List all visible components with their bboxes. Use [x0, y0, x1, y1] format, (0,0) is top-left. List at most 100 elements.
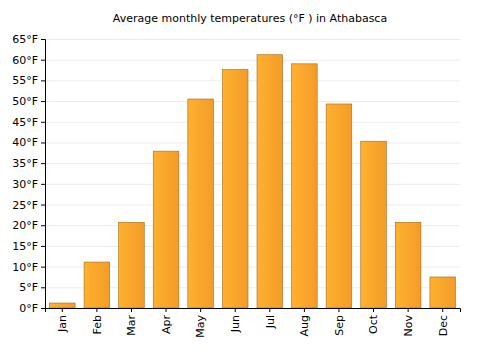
y-tick-mark	[41, 225, 45, 226]
x-tick: Sep	[333, 308, 346, 336]
bar	[326, 104, 352, 308]
x-tick-label: May	[194, 315, 207, 338]
bar	[119, 222, 145, 308]
y-tick: 60°F	[12, 54, 45, 67]
x-tick-mark	[235, 308, 236, 312]
y-tick-mark	[41, 122, 45, 123]
x-tick-mark	[96, 308, 97, 312]
y-tick: 35°F	[12, 157, 45, 170]
x-tick-label: Dec	[437, 315, 450, 336]
x-tick-mark	[373, 308, 374, 312]
x-tick-label: Oct	[367, 314, 380, 334]
x-tick: Jul	[264, 308, 277, 329]
bar	[49, 303, 75, 308]
x-tick-mark	[269, 308, 270, 312]
y-tick-label: 50°F	[12, 95, 38, 108]
x-tick-mark	[166, 308, 167, 312]
x-tick-mark	[304, 308, 305, 312]
y-tick-label: 10°F	[12, 261, 38, 274]
y-tick-label: 60°F	[12, 54, 38, 67]
x-tick: Nov	[402, 308, 415, 336]
y-tick-mark	[41, 80, 45, 81]
grid-line	[45, 80, 460, 81]
grid-line	[45, 184, 460, 185]
grid-line	[45, 205, 460, 206]
x-axis: Jan Feb Mar Apr May Jun Jul Aug Sep Oct Nov Dec	[46, 308, 461, 338]
x-tick-label: Jul	[264, 315, 277, 329]
y-tick-label: 45°F	[12, 116, 38, 129]
y-tick-mark	[41, 142, 45, 143]
y-tick: 10°F	[12, 261, 45, 274]
y-tick-label: 20°F	[12, 219, 38, 232]
x-tick-mark	[442, 308, 443, 312]
bar	[361, 141, 387, 308]
grid-line	[45, 39, 460, 40]
y-tick-mark	[41, 163, 45, 164]
grid-line	[45, 101, 460, 102]
x-tick-mark	[200, 308, 201, 312]
x-tick-label: Aug	[298, 315, 311, 336]
bar	[430, 277, 456, 308]
x-tick-label: Feb	[91, 315, 104, 334]
y-tick-label: 15°F	[12, 240, 38, 253]
x-tick: Jan	[56, 308, 69, 333]
y-tick: 30°F	[12, 178, 45, 191]
x-tick: Jun	[229, 308, 242, 333]
y-tick-label: 5°F	[19, 281, 38, 294]
x-tick: Apr	[160, 308, 173, 334]
x-tick-label: Jan	[56, 315, 69, 333]
y-tick-mark	[41, 184, 45, 185]
y-tick-label: 65°F	[12, 33, 38, 46]
x-tick-label: Apr	[160, 315, 173, 335]
y-tick-label: 35°F	[12, 157, 38, 170]
y-tick: 55°F	[12, 74, 45, 87]
x-tick: Feb	[91, 308, 104, 334]
x-tick-mark	[62, 308, 63, 312]
y-tick: 50°F	[12, 95, 45, 108]
y-axis: 0°F 5°F 10°F 15°F 20°F 25°F 30°F 35°F 40°F 45°F 50…	[12, 33, 45, 315]
y-tick: 5°F	[19, 281, 45, 294]
y-tick-mark	[41, 246, 45, 247]
grid-line	[45, 60, 460, 61]
bar	[84, 262, 110, 308]
y-tick: 20°F	[12, 219, 45, 232]
y-tick-mark	[41, 308, 45, 309]
x-tick: Mar	[125, 308, 138, 336]
x-tick: Aug	[298, 308, 311, 336]
x-tick: Dec	[437, 308, 450, 336]
y-tick-mark	[41, 287, 45, 288]
y-axis-line	[41, 40, 46, 309]
y-tick-mark	[41, 60, 45, 61]
y-tick: 40°F	[12, 136, 45, 149]
x-tick-label: Mar	[125, 315, 138, 336]
bar	[188, 99, 214, 308]
y-tick: 45°F	[12, 116, 45, 129]
bar	[395, 222, 421, 308]
x-axis-line	[46, 309, 461, 313]
y-tick-label: 30°F	[12, 178, 38, 191]
x-tick-mark	[408, 308, 409, 312]
y-tick: 0°F	[19, 302, 45, 315]
title: Average monthly temperatures (°F ) in At…	[113, 12, 387, 25]
x-tick-label: Sep	[333, 315, 346, 336]
y-tick-label: 25°F	[12, 199, 38, 212]
x-tick-label: Jun	[229, 315, 242, 333]
grid-line	[45, 163, 460, 164]
bar	[292, 64, 318, 308]
bar	[222, 70, 248, 308]
y-tick-mark	[41, 267, 45, 268]
plot: 0°F 5°F 10°F 15°F 20°F 25°F 30°F 35°F 40°F 45°F 50…	[12, 33, 460, 338]
y-tick-mark	[41, 205, 45, 206]
chart: Average monthly temperatures (°F ) in At…	[0, 0, 500, 350]
bar	[257, 55, 283, 308]
x-tick: May	[194, 308, 207, 338]
y-tick-mark	[41, 39, 45, 40]
y-tick: 65°F	[12, 33, 45, 46]
x-tick: Oct	[367, 308, 380, 334]
y-tick-label: 40°F	[12, 136, 38, 149]
y-tick-mark	[41, 101, 45, 102]
x-tick-label: Nov	[402, 315, 415, 337]
bars	[49, 55, 455, 308]
y-tick: 15°F	[12, 240, 45, 253]
bar	[153, 151, 179, 308]
